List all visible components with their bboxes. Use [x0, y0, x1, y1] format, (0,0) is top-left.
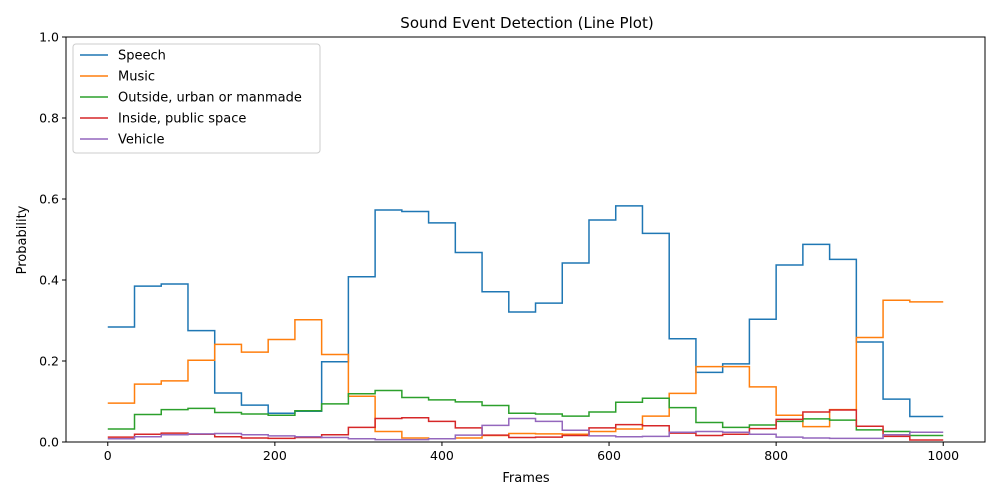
x-tick-label: 0: [104, 448, 112, 463]
legend: Speech Music Outside, urban or manmade Insi…: [72, 43, 321, 154]
y-tick-label: 0.8: [39, 111, 59, 126]
y-tick-label: 0.0: [39, 435, 59, 450]
series-line-0: [107, 205, 944, 418]
legend-label: Music: [118, 70, 155, 85]
series-line-3: [107, 409, 944, 441]
legend-label: Speech: [118, 49, 166, 64]
x-axis: 0 200 400 600 800 1000: [104, 442, 959, 463]
y-tick-label: 1.0: [39, 30, 59, 45]
series-line-4: [107, 417, 944, 441]
x-tick-label: 600: [597, 448, 621, 463]
y-tick-label: 0.2: [39, 354, 59, 369]
x-tick-label: 1000: [927, 448, 959, 463]
x-tick-label: 200: [263, 448, 287, 463]
x-tick-label: 400: [430, 448, 454, 463]
y-axis: 0.0 0.2 0.4 0.6 0.8 1.0: [39, 30, 66, 450]
plot-frame: [65, 36, 986, 443]
y-tick-label: 0.4: [39, 273, 59, 288]
legend-box: [72, 43, 321, 154]
legend-label: Outside, urban or manmade: [118, 91, 302, 106]
chart-title: Sound Event Detection (Line Plot): [400, 14, 653, 32]
series-layer: [107, 205, 944, 441]
y-tick-label: 0.6: [39, 192, 59, 207]
x-tick-label: 800: [764, 448, 788, 463]
x-axis-label: Frames: [502, 471, 550, 486]
legend-label: Vehicle: [118, 133, 165, 148]
legend-label: Inside, public space: [118, 112, 246, 127]
series-line-2: [107, 389, 944, 437]
y-axis-label: Probability: [15, 205, 30, 274]
